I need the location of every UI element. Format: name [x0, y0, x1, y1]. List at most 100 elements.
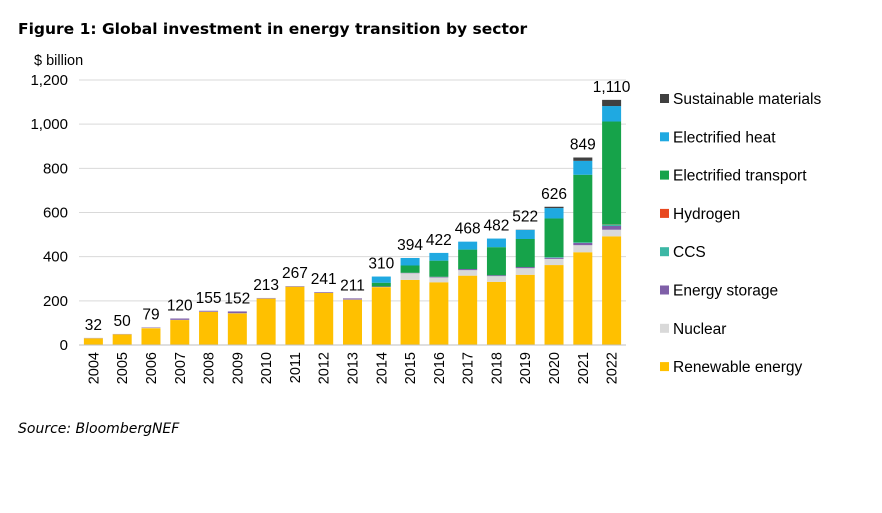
total-label: 120 — [167, 298, 193, 315]
bars — [83, 99, 622, 345]
bar-segment — [371, 287, 391, 345]
bar-segment — [400, 273, 420, 280]
bar-segment — [227, 313, 247, 345]
total-label: 849 — [570, 137, 596, 154]
legend-label: Energy storage — [673, 283, 778, 300]
y-tick-label: 600 — [43, 205, 68, 222]
bar-segment — [573, 245, 593, 253]
bar-segment — [486, 275, 506, 277]
x-tick-label: 2010 — [259, 352, 275, 384]
bar-segment — [573, 160, 593, 175]
bar-segment — [429, 276, 449, 278]
total-label: 394 — [397, 237, 423, 254]
legend-swatch — [660, 247, 669, 257]
x-tick-label: 2016 — [432, 352, 448, 384]
bar-segment — [227, 311, 247, 314]
total-label: 32 — [85, 317, 102, 334]
total-label: 310 — [368, 256, 394, 273]
bar-segment — [544, 257, 564, 258]
total-label: 522 — [512, 209, 538, 226]
total-label: 422 — [426, 232, 452, 249]
legend-swatch — [660, 285, 669, 295]
legend-label: CCS — [673, 244, 706, 261]
total-label: 241 — [311, 271, 337, 288]
bar-segment — [486, 247, 506, 276]
y-tick-label: 800 — [43, 160, 68, 177]
bar-segment — [458, 270, 478, 276]
x-tick-label: 2021 — [576, 352, 592, 384]
total-label: 626 — [541, 186, 567, 203]
total-label: 152 — [224, 290, 250, 307]
bar-segment — [573, 157, 593, 161]
x-tick-label: 2008 — [202, 352, 218, 384]
bar-segment — [429, 282, 449, 345]
bar-segment — [515, 267, 535, 269]
source-note: Source: BloombergNEF — [18, 421, 180, 437]
bar-segment — [544, 258, 564, 266]
bar-segment — [573, 174, 593, 243]
bar-segment — [285, 286, 305, 345]
legend-label: Renewable energy — [673, 359, 803, 376]
total-label: 211 — [340, 277, 365, 294]
y-tick-label: 0 — [60, 337, 68, 354]
legend-label: Sustainable materials — [673, 91, 821, 108]
bar-segment — [429, 252, 449, 261]
legend-label: Hydrogen — [673, 206, 740, 223]
bar-segment — [602, 225, 622, 230]
bar-segment — [573, 242, 593, 246]
bar-segment — [170, 318, 190, 320]
bar-segment — [486, 281, 506, 345]
bar-segment — [515, 274, 535, 345]
bar-segment — [83, 338, 103, 345]
bar-segment — [458, 241, 478, 250]
bar-segment — [400, 257, 420, 266]
total-label: 50 — [114, 313, 132, 330]
bar-segment — [486, 276, 506, 282]
total-label: 482 — [484, 218, 510, 235]
chart-title: Figure 1: Global investment in energy tr… — [18, 20, 528, 38]
bar-segment — [602, 121, 622, 225]
bar-segment — [400, 279, 420, 345]
bar-segment — [544, 265, 564, 345]
bar-segment — [602, 106, 622, 122]
y-axis-unit-label: $ billion — [34, 53, 83, 69]
y-tick-label: 200 — [43, 293, 68, 310]
x-tick-label: 2007 — [173, 352, 189, 384]
bar-segment — [602, 224, 622, 226]
total-label: 267 — [282, 265, 308, 282]
y-tick-label: 1,000 — [30, 116, 68, 133]
bar-segment — [371, 276, 391, 283]
bar-segment — [314, 292, 334, 293]
bar-segment — [429, 260, 449, 277]
x-tick-label: 2014 — [374, 352, 390, 384]
bar-segment — [515, 229, 535, 239]
bar-segment — [371, 282, 391, 287]
legend-swatch — [660, 170, 669, 180]
legend-swatch — [660, 362, 669, 372]
legend-swatch — [660, 132, 669, 142]
bar-segment — [112, 334, 132, 345]
x-tick-label: 2013 — [346, 352, 362, 384]
bar-segment — [458, 249, 478, 270]
legend-label: Electrified transport — [673, 168, 807, 185]
y-tick-label: 1,200 — [30, 72, 68, 89]
x-tick-label: 2005 — [115, 352, 131, 384]
bar-segment — [314, 292, 334, 345]
bar-segment — [170, 320, 190, 345]
bar-segment — [544, 257, 564, 259]
bar-segment — [573, 242, 593, 243]
bar-segment — [400, 265, 420, 273]
x-tick-label: 2015 — [403, 352, 419, 384]
bar-segment — [199, 310, 219, 312]
bar-segment — [458, 275, 478, 345]
bar-segment — [342, 299, 363, 345]
bar-segment — [602, 99, 622, 107]
x-tick-label: 2022 — [605, 352, 621, 384]
bar-segment — [199, 311, 219, 345]
bar-segment — [544, 208, 564, 219]
bar-segment — [458, 269, 478, 271]
bar-segment — [256, 298, 276, 345]
bar-segment — [141, 328, 161, 345]
legend-swatch — [660, 208, 669, 218]
